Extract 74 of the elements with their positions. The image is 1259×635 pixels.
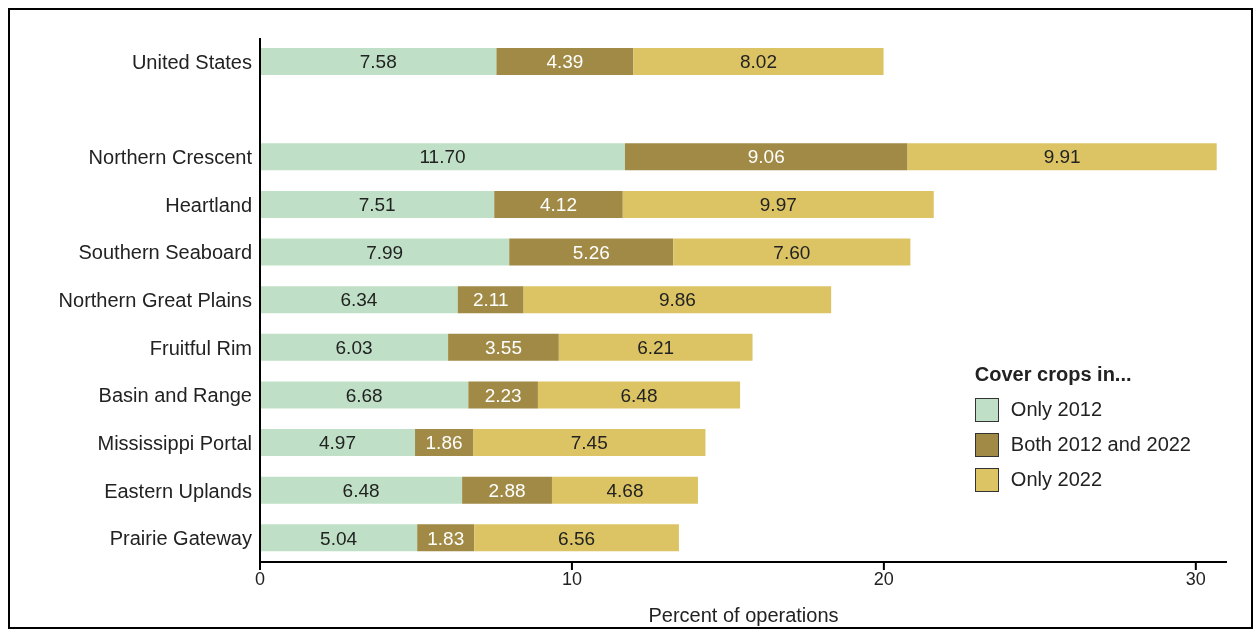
data-label: 4.12 <box>540 194 578 216</box>
data-label: 3.55 <box>484 336 522 358</box>
bar <box>474 524 679 552</box>
data-label: 6.21 <box>637 336 675 358</box>
data-label: 6.56 <box>558 527 596 549</box>
data-label: 2.23 <box>484 384 522 406</box>
bar <box>260 476 463 504</box>
bar <box>260 238 510 266</box>
data-label: 4.39 <box>546 51 584 73</box>
data-label: 9.86 <box>658 289 696 311</box>
y-tick-label: United States <box>131 50 252 73</box>
bar <box>624 143 908 171</box>
y-tick-label: Prairie Gateway <box>109 527 252 550</box>
y-tick-label: Northern Crescent <box>88 146 253 169</box>
x-tick-label: 30 <box>1185 568 1206 589</box>
data-label: 7.58 <box>359 51 397 73</box>
bar <box>260 190 495 218</box>
data-label: 4.97 <box>319 432 357 454</box>
bar <box>551 476 698 504</box>
bar <box>260 333 449 361</box>
data-label: 2.11 <box>472 289 509 311</box>
x-axis-title: Percent of operations <box>648 604 839 626</box>
x-tick-label: 10 <box>561 568 582 589</box>
data-label: 5.04 <box>320 527 358 549</box>
legend-label: Only 2022 <box>1009 467 1103 492</box>
data-label: 7.45 <box>570 432 608 454</box>
bar <box>448 333 559 361</box>
data-label: 7.60 <box>773 241 811 263</box>
bar <box>622 190 934 218</box>
y-tick-label: Heartland <box>165 193 252 216</box>
data-label: 7.99 <box>366 241 404 263</box>
data-label: 9.06 <box>747 146 785 168</box>
data-label: 5.26 <box>572 241 610 263</box>
legend-label: Both 2012 and 2022 <box>1009 432 1191 457</box>
data-label: 4.68 <box>606 479 644 501</box>
legend-label: Only 2012 <box>1009 397 1103 422</box>
bar <box>260 48 497 75</box>
bar <box>633 48 884 75</box>
data-label: 1.86 <box>425 432 463 454</box>
bar <box>558 333 753 361</box>
bar <box>523 286 832 314</box>
y-tick-label: Fruitful Rim <box>149 336 252 359</box>
y-tick-label: Southern Seaboard <box>78 241 252 264</box>
bar <box>537 381 741 409</box>
data-label: 9.97 <box>759 194 797 216</box>
data-label: 11.70 <box>419 146 466 168</box>
bar <box>509 238 674 266</box>
data-label: 9.91 <box>1043 146 1081 168</box>
bar <box>473 429 706 457</box>
y-tick-label: Eastern Uplands <box>104 479 252 502</box>
data-label: 6.48 <box>620 384 658 406</box>
legend-title: Cover crops in... <box>974 363 1133 386</box>
bar <box>260 286 458 314</box>
bar <box>907 143 1217 171</box>
bar <box>496 48 634 75</box>
data-label: 8.02 <box>739 51 777 73</box>
data-label: 6.34 <box>340 289 378 311</box>
x-tick-label: 20 <box>873 568 894 589</box>
data-label: 6.03 <box>335 336 373 358</box>
data-label: 7.51 <box>358 194 396 216</box>
bar <box>260 381 469 409</box>
y-tick-label: Basin and Range <box>98 384 252 407</box>
bar <box>673 238 911 266</box>
bar <box>494 190 623 218</box>
bar <box>260 429 416 457</box>
bar <box>260 143 625 171</box>
y-tick-label: Mississippi Portal <box>97 432 252 455</box>
data-label: 1.83 <box>427 527 465 549</box>
bar <box>260 524 418 552</box>
x-tick-label: 0 <box>254 568 266 589</box>
data-label: 6.48 <box>342 479 380 501</box>
data-label: 2.88 <box>488 479 526 501</box>
y-tick-label: Northern Great Plains <box>58 289 252 312</box>
data-label: 6.68 <box>345 384 383 406</box>
